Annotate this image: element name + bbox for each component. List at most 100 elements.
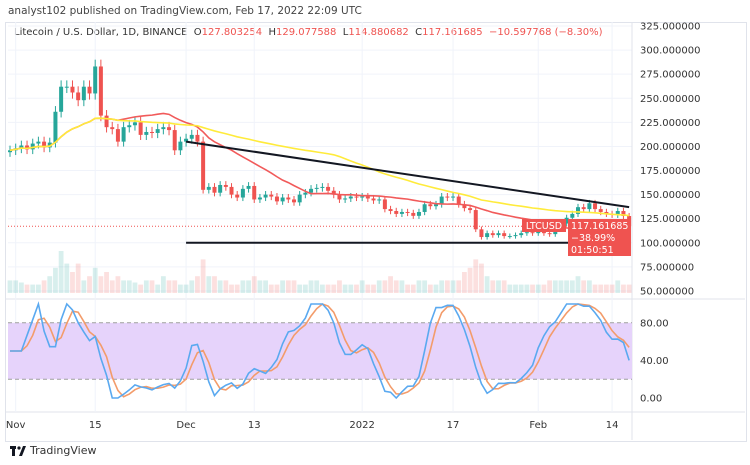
time-tick-label: 13 bbox=[248, 420, 261, 431]
time-tick-label: 15 bbox=[89, 420, 102, 431]
low-value: 114.880682 bbox=[348, 27, 409, 38]
candle bbox=[451, 196, 456, 198]
candle bbox=[201, 141, 206, 190]
time-tick-label: 17 bbox=[447, 420, 460, 431]
volume-bar bbox=[399, 280, 405, 293]
ticker-tag: LTCUSD bbox=[526, 221, 562, 232]
candle bbox=[354, 196, 359, 198]
volume-bar bbox=[246, 280, 251, 293]
candle bbox=[150, 131, 154, 133]
volume-bar bbox=[212, 276, 217, 293]
candle bbox=[223, 184, 228, 187]
candle bbox=[547, 233, 552, 235]
candle bbox=[19, 145, 24, 149]
candle bbox=[53, 111, 58, 143]
candle bbox=[604, 211, 609, 214]
volume-bar bbox=[479, 263, 484, 293]
candle bbox=[246, 185, 251, 189]
candle bbox=[138, 122, 143, 135]
price-tick-label: 225.000000 bbox=[640, 118, 700, 129]
candle bbox=[155, 129, 160, 133]
candle bbox=[422, 204, 427, 212]
volume-bar bbox=[229, 284, 234, 293]
volume-bar bbox=[143, 280, 149, 293]
volume-bar bbox=[200, 259, 206, 293]
candle bbox=[297, 194, 302, 203]
tradingview-logo[interactable]: TradingView bbox=[10, 444, 96, 457]
candle bbox=[206, 186, 211, 190]
volume-bar bbox=[115, 276, 121, 293]
candle bbox=[36, 141, 41, 144]
candle bbox=[144, 131, 149, 135]
volume-bar bbox=[564, 280, 570, 293]
volume-bar bbox=[433, 284, 439, 293]
candle bbox=[382, 199, 387, 210]
candle bbox=[570, 213, 575, 218]
candle bbox=[326, 186, 331, 191]
volume-bar bbox=[359, 280, 365, 293]
candle bbox=[189, 134, 194, 139]
candle bbox=[490, 233, 495, 236]
candle bbox=[98, 66, 103, 116]
countdown-label: 01:50:51 bbox=[571, 245, 614, 256]
candle bbox=[513, 235, 518, 237]
candle bbox=[394, 211, 399, 214]
candle bbox=[87, 86, 92, 94]
volume-bar bbox=[149, 280, 155, 293]
volume-bar bbox=[626, 284, 632, 293]
stoch-band bbox=[8, 322, 632, 380]
candle bbox=[110, 127, 115, 130]
volume-bar bbox=[513, 284, 518, 293]
volume-bar bbox=[444, 280, 450, 293]
candle bbox=[292, 199, 296, 203]
volume-bar bbox=[121, 280, 126, 293]
price-tick-label: 150.000000 bbox=[640, 190, 700, 201]
candle bbox=[496, 233, 501, 236]
volume-bar bbox=[314, 280, 320, 293]
candle bbox=[8, 150, 12, 153]
resistance-trendline[interactable] bbox=[185, 140, 630, 209]
candle bbox=[564, 217, 569, 224]
price-tick-label: 200.000000 bbox=[640, 142, 700, 153]
volume-bar bbox=[382, 280, 388, 293]
volume-bar bbox=[126, 280, 132, 293]
volume-bar bbox=[427, 284, 433, 293]
volume-bar bbox=[393, 280, 399, 293]
candle bbox=[212, 186, 217, 193]
price-tick-label: 175.000000 bbox=[640, 166, 700, 177]
candle bbox=[337, 194, 342, 200]
volume-bar bbox=[172, 280, 178, 293]
volume-bar bbox=[388, 276, 393, 293]
candle bbox=[615, 211, 620, 215]
volume-bar bbox=[104, 272, 109, 293]
volume-bar bbox=[92, 267, 98, 293]
volume-bar bbox=[217, 280, 223, 293]
volume-bar bbox=[64, 263, 70, 293]
volume-bar bbox=[410, 284, 416, 293]
candle bbox=[598, 209, 603, 212]
candle bbox=[343, 198, 348, 200]
stoch-d-line bbox=[10, 303, 630, 398]
volume-bar bbox=[41, 280, 47, 293]
volume-bar bbox=[325, 284, 331, 293]
volume-bar bbox=[604, 284, 609, 293]
volume-bar bbox=[450, 280, 456, 293]
volume-bar bbox=[462, 272, 467, 293]
candle bbox=[30, 143, 35, 150]
volume-bar bbox=[615, 280, 621, 293]
volume-bar bbox=[109, 280, 115, 293]
candle bbox=[104, 115, 109, 128]
volume-bar bbox=[354, 284, 359, 293]
volume-bar bbox=[53, 267, 58, 293]
candle bbox=[462, 204, 467, 209]
candle bbox=[115, 129, 120, 142]
candle bbox=[587, 203, 592, 210]
candle bbox=[371, 198, 376, 201]
volume-bar bbox=[98, 276, 104, 293]
volume-bar bbox=[586, 280, 592, 293]
volume-bar bbox=[18, 282, 24, 293]
volume-bar bbox=[371, 284, 376, 293]
volume-bar bbox=[365, 284, 371, 293]
candle bbox=[439, 196, 444, 205]
